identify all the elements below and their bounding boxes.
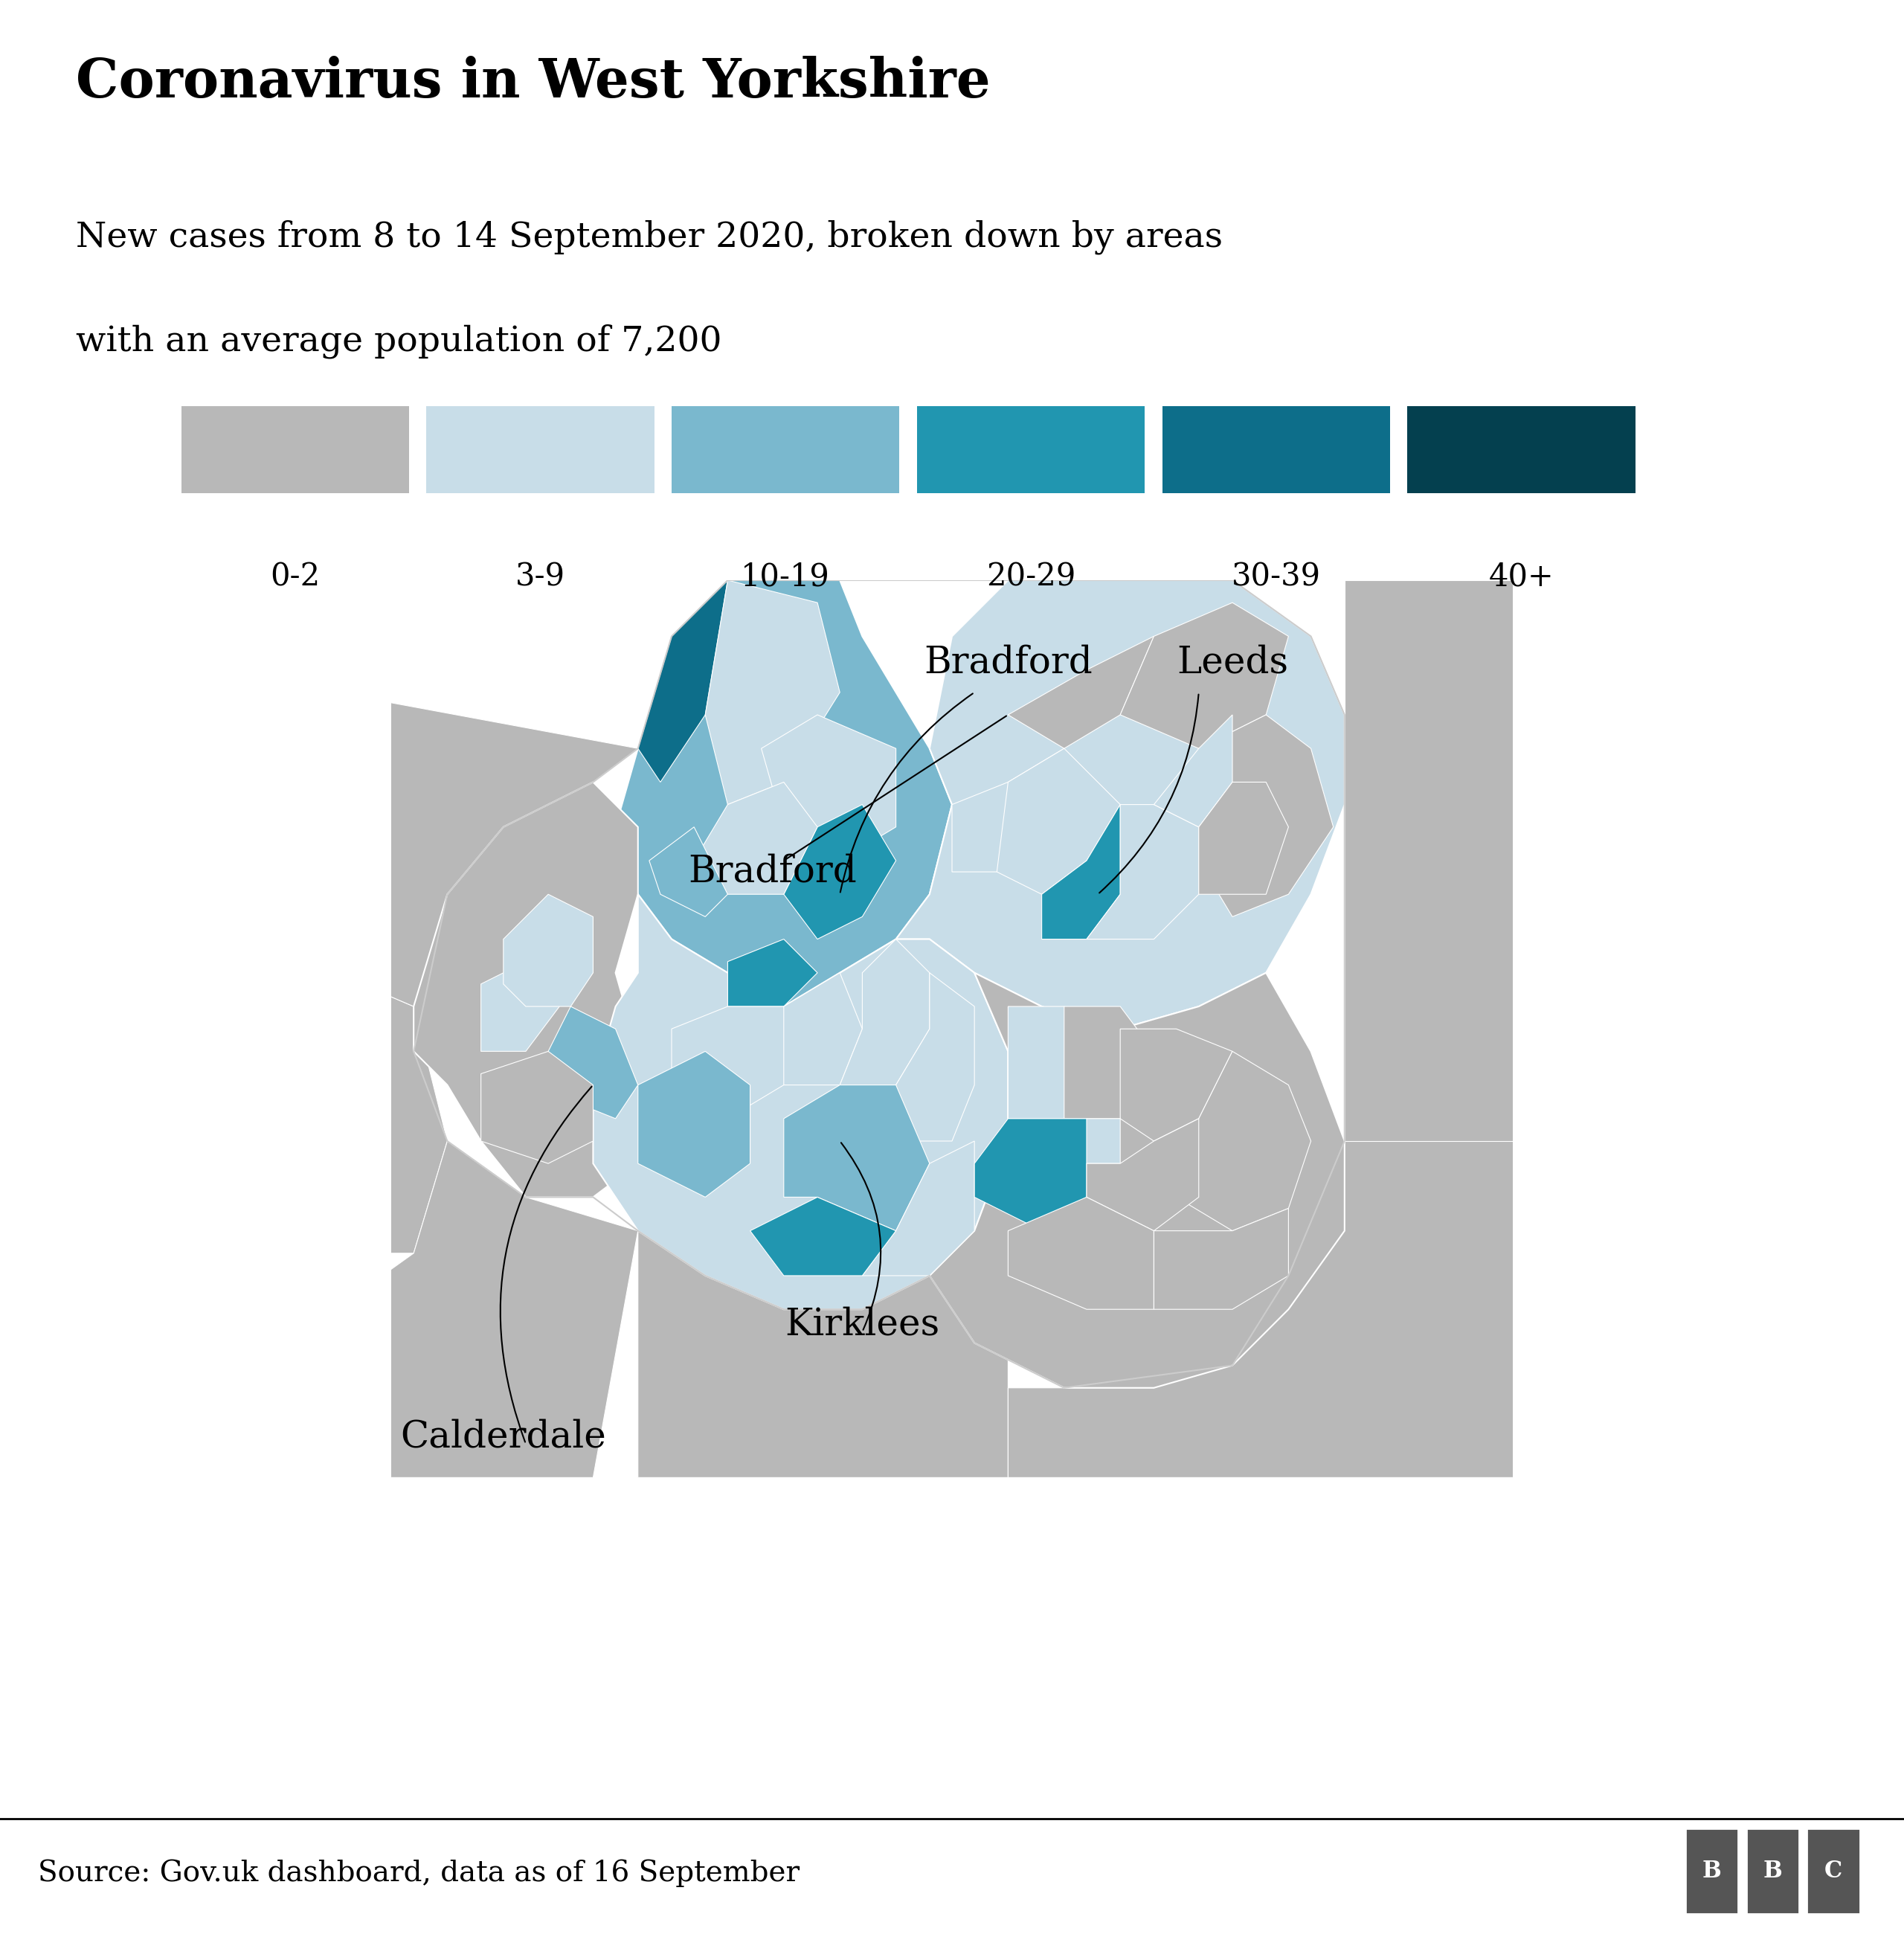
Polygon shape bbox=[929, 973, 1344, 1389]
Polygon shape bbox=[482, 961, 560, 1052]
FancyBboxPatch shape bbox=[1807, 1830, 1860, 1915]
Text: C: C bbox=[1824, 1861, 1843, 1882]
Polygon shape bbox=[1064, 1006, 1154, 1118]
Polygon shape bbox=[1120, 1029, 1232, 1141]
Polygon shape bbox=[1232, 524, 1569, 580]
FancyBboxPatch shape bbox=[1407, 406, 1636, 493]
Polygon shape bbox=[998, 748, 1120, 894]
Polygon shape bbox=[638, 1230, 1007, 1478]
Text: Coronavirus in West Yorkshire: Coronavirus in West Yorkshire bbox=[76, 56, 990, 108]
Polygon shape bbox=[1087, 1118, 1200, 1230]
Polygon shape bbox=[413, 781, 672, 1197]
Text: 20-29: 20-29 bbox=[986, 561, 1076, 592]
Text: 0-2: 0-2 bbox=[270, 561, 320, 592]
Polygon shape bbox=[615, 580, 952, 1006]
Polygon shape bbox=[1087, 805, 1200, 940]
Polygon shape bbox=[594, 894, 1007, 1309]
Polygon shape bbox=[784, 1085, 929, 1230]
Polygon shape bbox=[750, 1197, 897, 1276]
Text: with an average population of 7,200: with an average population of 7,200 bbox=[76, 325, 722, 358]
FancyBboxPatch shape bbox=[1685, 1830, 1738, 1915]
Polygon shape bbox=[335, 973, 447, 1253]
Polygon shape bbox=[897, 580, 1344, 1029]
Polygon shape bbox=[482, 1052, 594, 1164]
Text: 40+: 40+ bbox=[1489, 561, 1554, 592]
Polygon shape bbox=[762, 716, 897, 861]
Polygon shape bbox=[503, 894, 594, 1006]
Polygon shape bbox=[672, 1006, 784, 1118]
Polygon shape bbox=[1007, 1118, 1120, 1164]
Polygon shape bbox=[1200, 716, 1333, 917]
Text: 30-39: 30-39 bbox=[1232, 561, 1321, 592]
Text: 3-9: 3-9 bbox=[516, 561, 565, 592]
FancyBboxPatch shape bbox=[181, 406, 409, 493]
FancyBboxPatch shape bbox=[1161, 406, 1390, 493]
Text: Bradford: Bradford bbox=[923, 644, 1093, 681]
Polygon shape bbox=[784, 805, 897, 940]
Polygon shape bbox=[1007, 1141, 1569, 1478]
FancyBboxPatch shape bbox=[918, 406, 1144, 493]
Text: New cases from 8 to 14 September 2020, broken down by areas: New cases from 8 to 14 September 2020, b… bbox=[76, 220, 1222, 253]
Text: B: B bbox=[1702, 1861, 1721, 1882]
Text: B: B bbox=[1763, 1861, 1782, 1882]
FancyBboxPatch shape bbox=[672, 406, 899, 493]
Polygon shape bbox=[1120, 603, 1289, 748]
Polygon shape bbox=[750, 973, 863, 1085]
Text: Source: Gov.uk dashboard, data as of 16 September: Source: Gov.uk dashboard, data as of 16 … bbox=[38, 1859, 800, 1888]
Polygon shape bbox=[952, 748, 1064, 872]
Polygon shape bbox=[548, 1006, 638, 1118]
Polygon shape bbox=[695, 781, 817, 894]
Polygon shape bbox=[840, 940, 929, 1085]
Polygon shape bbox=[975, 1118, 1087, 1230]
Polygon shape bbox=[1041, 805, 1120, 940]
FancyBboxPatch shape bbox=[426, 406, 655, 493]
Polygon shape bbox=[704, 580, 840, 805]
Polygon shape bbox=[1200, 781, 1289, 894]
Text: Kirklees: Kirklees bbox=[784, 1305, 941, 1342]
Polygon shape bbox=[649, 828, 727, 917]
Polygon shape bbox=[727, 940, 817, 1006]
Text: Leeds: Leeds bbox=[1177, 644, 1289, 681]
Text: Bradford: Bradford bbox=[687, 853, 857, 890]
Text: Calderdale: Calderdale bbox=[400, 1418, 605, 1454]
Polygon shape bbox=[1344, 524, 1569, 1141]
Polygon shape bbox=[638, 1052, 750, 1197]
Polygon shape bbox=[1154, 1052, 1310, 1230]
Polygon shape bbox=[863, 1141, 975, 1276]
Polygon shape bbox=[897, 973, 975, 1141]
Polygon shape bbox=[1154, 1209, 1289, 1309]
FancyBboxPatch shape bbox=[1746, 1830, 1799, 1915]
Polygon shape bbox=[638, 580, 727, 781]
Text: 10-19: 10-19 bbox=[741, 561, 830, 592]
Polygon shape bbox=[1007, 1197, 1154, 1309]
Polygon shape bbox=[1007, 1006, 1087, 1118]
Polygon shape bbox=[1007, 636, 1154, 748]
Polygon shape bbox=[335, 524, 727, 580]
Polygon shape bbox=[1154, 716, 1232, 828]
Polygon shape bbox=[335, 1141, 638, 1478]
Polygon shape bbox=[335, 692, 638, 1006]
